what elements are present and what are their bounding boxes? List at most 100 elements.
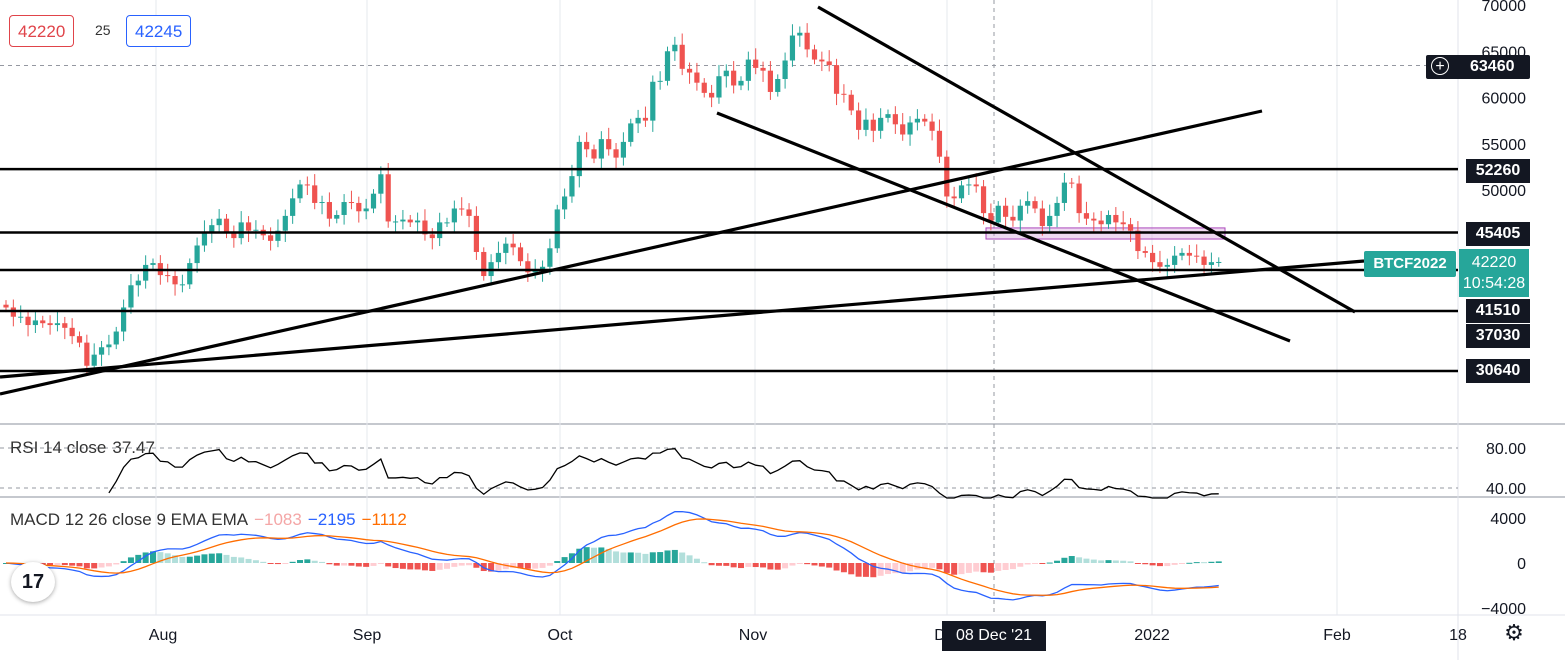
candle-body (716, 76, 722, 98)
candle-body (275, 230, 281, 241)
candle-body (782, 60, 788, 79)
candle-body (701, 82, 707, 93)
rsi-line (108, 448, 1219, 499)
candle-body (223, 218, 230, 234)
candle-body (319, 202, 325, 204)
crosshair-price-label[interactable]: + 63460 (1426, 55, 1530, 79)
candle-body (819, 59, 825, 62)
gear-icon[interactable]: ⚙ (1504, 620, 1524, 645)
candle-body (517, 247, 524, 262)
macd-histogram-bar (105, 563, 112, 567)
candle-body (385, 174, 391, 222)
macd-histogram-bar (664, 550, 671, 563)
add-alert-icon[interactable]: + (1431, 57, 1449, 75)
macd-histogram-bar (605, 548, 612, 563)
candle-body (106, 344, 112, 348)
macd-histogram-bar (282, 563, 289, 564)
macd-histogram-bar (818, 563, 825, 567)
macd-histogram-bar (76, 563, 83, 567)
candle-body (650, 81, 656, 121)
rsi-legend[interactable]: RSI 14 close 37.47 (10, 438, 161, 458)
macd-histogram-bar (289, 561, 296, 563)
macd-histogram-bar (686, 555, 693, 563)
rsi-axis-tick: 80.00 (1486, 441, 1526, 458)
time-axis-label: Sep (353, 627, 382, 644)
candle-body (591, 149, 597, 159)
candle-body (348, 202, 355, 204)
macd-histogram-bar (370, 563, 377, 566)
macd-histogram-bar (958, 563, 965, 575)
macd-histogram-bar (789, 563, 796, 566)
macd-histogram-bar (532, 563, 539, 569)
trendline (817, 5, 1356, 314)
candle-body (1194, 255, 1200, 257)
macd-histogram-bar (407, 563, 414, 570)
macd-legend[interactable]: MACD 12 26 close 9 EMA EMA −1083 −2195 −111… (10, 510, 413, 530)
bid-price[interactable]: 42220 (9, 15, 75, 47)
macd-histogram-bar (1039, 563, 1046, 564)
macd-histogram-bar (297, 560, 303, 563)
macd-histogram-bar (113, 563, 120, 565)
candle-body (694, 72, 700, 83)
candle-body (135, 280, 141, 286)
candle-body (745, 59, 751, 81)
spread-value: 25 (95, 22, 111, 38)
candle-body (253, 229, 259, 231)
macd-histogram-bar (627, 552, 634, 563)
macd-histogram-bar (1134, 563, 1141, 564)
macd-histogram-bar (539, 563, 546, 568)
macd-histogram-bar (1105, 560, 1112, 563)
candle-body (723, 70, 729, 77)
candle-body (54, 323, 61, 326)
ask-price[interactable]: 42245 (126, 15, 192, 47)
macd-histogram-bar (333, 563, 340, 566)
candle-body (980, 186, 987, 214)
candle-body (84, 342, 90, 366)
macd-histogram-bar (965, 563, 972, 573)
candle-body (334, 214, 340, 219)
macd-histogram-bar (510, 563, 517, 569)
candle-body (598, 139, 604, 159)
macd-histogram-bar (91, 563, 98, 569)
candle-body (444, 222, 450, 224)
macd-histogram-bar (135, 554, 142, 563)
candle-body (47, 323, 53, 326)
candle-body (231, 233, 237, 239)
macd-histogram-bar (495, 563, 502, 571)
time-axis-label: Aug (149, 627, 177, 644)
candle-body (238, 222, 244, 239)
candle-body (1025, 201, 1031, 206)
candle-body (686, 68, 693, 73)
candle-body (863, 119, 869, 130)
candle-body (370, 193, 377, 209)
macd-histogram-bar (745, 563, 752, 567)
macd-histogram-bar (885, 563, 891, 575)
candle-body (811, 49, 818, 60)
candle-body (1201, 256, 1207, 265)
candle-body (282, 215, 288, 231)
candle-body (914, 118, 920, 123)
time-axis-label: Nov (739, 627, 767, 644)
macd-histogram-bar (223, 554, 230, 563)
candle-body (826, 61, 832, 66)
macd-histogram-bar (69, 563, 76, 566)
macd-histogram-bar (1201, 562, 1208, 564)
candle-body (878, 117, 884, 131)
tradingview-logo-icon[interactable]: 17 (11, 562, 55, 602)
macd-histogram-bar (186, 556, 193, 563)
candle-body (841, 93, 847, 95)
candle-body (216, 218, 222, 226)
macd-histogram-bar (657, 552, 664, 563)
candle-body (62, 323, 68, 328)
candle-body (657, 80, 663, 82)
candle-body (76, 336, 83, 343)
candle-body (1047, 215, 1053, 227)
macd-histogram-bar (274, 563, 281, 565)
candle-body (407, 219, 413, 223)
candle-body (1172, 255, 1178, 265)
candle-body (944, 156, 950, 197)
macd-histogram-bar (921, 563, 928, 569)
macd-histogram-bar (877, 563, 884, 576)
candle-body (584, 141, 590, 150)
